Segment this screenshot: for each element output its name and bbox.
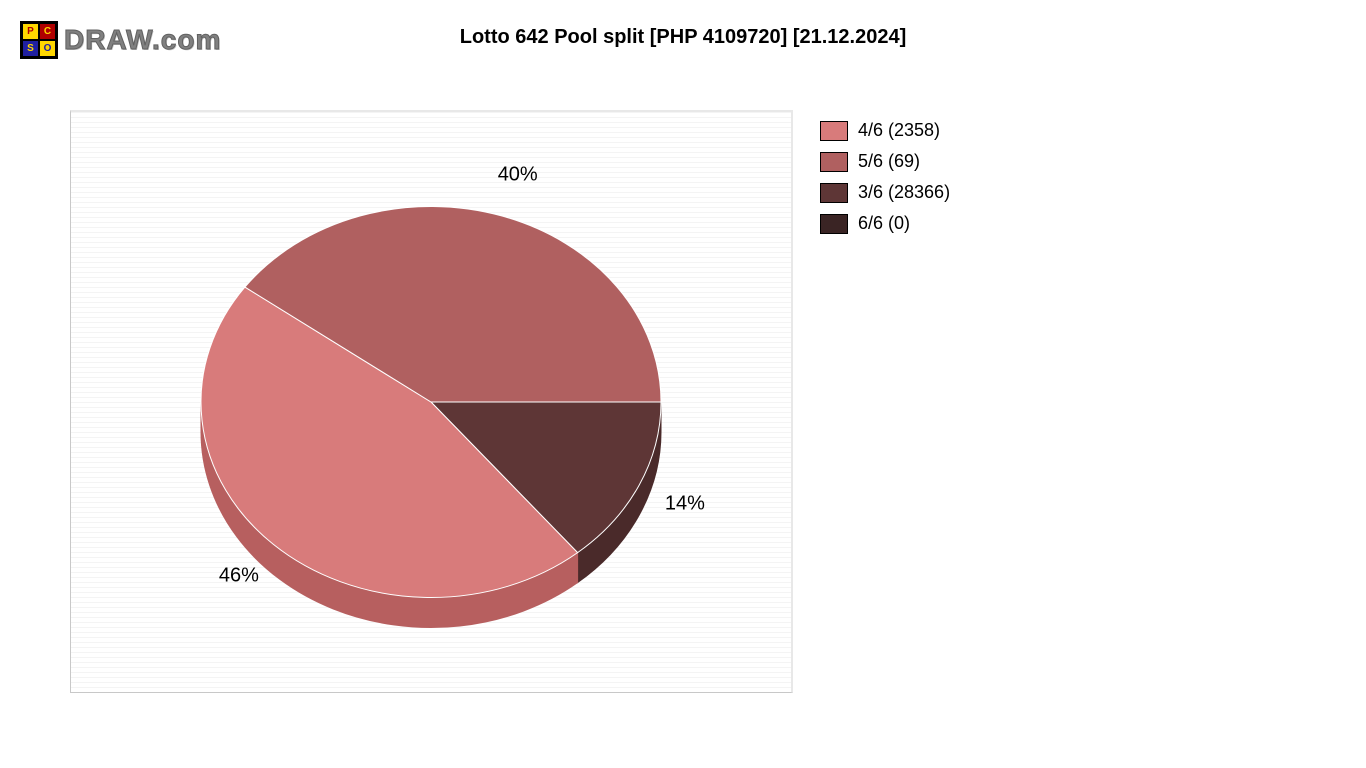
- pie-slice-label: 40%: [498, 164, 538, 187]
- legend-label: 6/6 (0): [858, 213, 910, 234]
- legend-item: 4/6 (2358): [820, 120, 950, 141]
- legend-item: 5/6 (69): [820, 151, 950, 172]
- legend-swatch: [820, 214, 848, 234]
- legend-label: 5/6 (69): [858, 151, 920, 172]
- legend-swatch: [820, 152, 848, 172]
- pie-chart: 14% 46% 40%: [70, 110, 793, 693]
- pie-slice-label: 46%: [219, 564, 259, 587]
- legend-label: 3/6 (28366): [858, 182, 950, 203]
- legend-swatch: [820, 121, 848, 141]
- legend-swatch: [820, 183, 848, 203]
- legend: 4/6 (2358) 5/6 (69) 3/6 (28366) 6/6 (0): [820, 120, 950, 244]
- legend-item: 3/6 (28366): [820, 182, 950, 203]
- legend-item: 6/6 (0): [820, 213, 950, 234]
- legend-label: 4/6 (2358): [858, 120, 940, 141]
- pie-slice-label: 14%: [665, 492, 705, 515]
- chart-title: Lotto 642 Pool split [PHP 4109720] [21.1…: [0, 26, 1366, 49]
- pie-svg: [71, 112, 791, 692]
